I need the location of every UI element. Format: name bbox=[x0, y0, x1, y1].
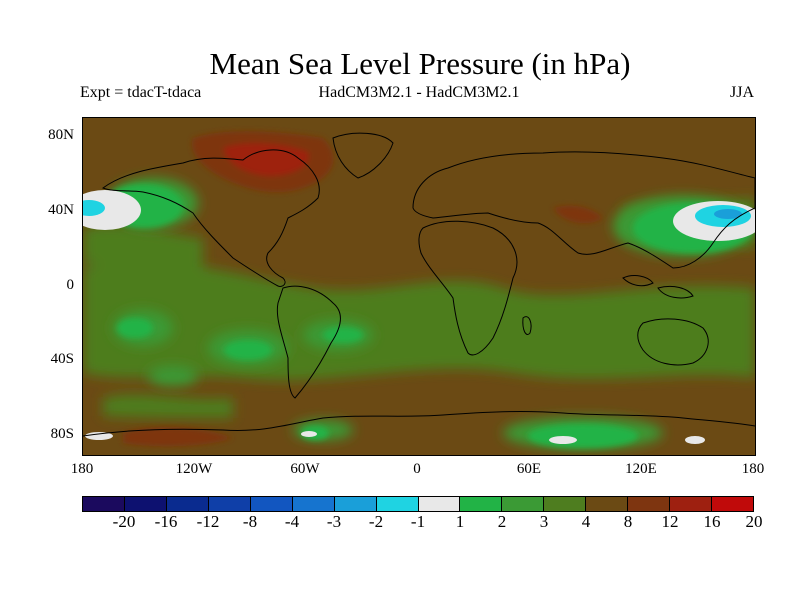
lon-tick-120e: 120E bbox=[625, 461, 657, 477]
colorbar-label: -4 bbox=[284, 512, 300, 531]
colorbar-label: -8 bbox=[242, 512, 258, 531]
field-low-centers bbox=[83, 190, 755, 444]
colorbar-swatch bbox=[460, 497, 503, 511]
coastlines bbox=[83, 132, 755, 437]
colorbar-swatch bbox=[586, 497, 629, 511]
colorbar-label: 2 bbox=[497, 512, 507, 531]
colorbar-swatch bbox=[166, 497, 209, 511]
lat-tick-40n: 40N bbox=[48, 202, 74, 218]
colorbar-swatch bbox=[628, 497, 671, 511]
colorbar-label: 4 bbox=[581, 512, 591, 531]
colorbar-swatch bbox=[670, 497, 713, 511]
colorbar-swatch bbox=[334, 497, 377, 511]
lon-tick-0: 0 bbox=[413, 461, 421, 477]
colorbar-swatch bbox=[292, 497, 335, 511]
colorbar-label: -1 bbox=[410, 512, 426, 531]
colorbar-swatch bbox=[83, 497, 125, 511]
colorbar bbox=[82, 496, 754, 512]
lon-tick-180w: 180 bbox=[70, 461, 94, 477]
experiment-label: Expt = tdacT-tdaca bbox=[80, 84, 202, 101]
model-label: HadCM3M2.1 - HadCM3M2.1 bbox=[318, 84, 520, 101]
colorbar-swatch bbox=[124, 497, 167, 511]
lat-tick-40s: 40S bbox=[50, 351, 74, 367]
colorbar-label: -2 bbox=[368, 512, 384, 531]
pressure-field bbox=[83, 118, 755, 455]
colorbar-label: 12 bbox=[661, 512, 679, 531]
lon-tick-120w: 120W bbox=[175, 461, 213, 477]
colorbar-swatch bbox=[712, 497, 753, 511]
colorbar-swatch bbox=[376, 497, 419, 511]
colorbar-label: -16 bbox=[154, 512, 178, 531]
lon-tick-60w: 60W bbox=[290, 461, 320, 477]
colorbar-swatch bbox=[250, 497, 293, 511]
season-label: JJA bbox=[729, 84, 754, 101]
colorbar-label: 8 bbox=[623, 512, 633, 531]
colorbar-label: 16 bbox=[703, 512, 721, 531]
lat-tick-80s: 80S bbox=[50, 426, 74, 442]
field-high-regions bbox=[123, 131, 603, 447]
colorbar-label: 1 bbox=[455, 512, 465, 531]
lat-tick-0: 0 bbox=[66, 277, 75, 293]
map-title: Mean Sea Level Pressure (in hPa) bbox=[209, 46, 631, 81]
pressure-map bbox=[82, 117, 756, 456]
lat-tick-80n: 80N bbox=[48, 127, 74, 143]
colorbar-swatch bbox=[502, 497, 545, 511]
colorbar-swatch bbox=[418, 497, 461, 511]
lon-tick-60e: 60E bbox=[516, 461, 542, 477]
colorbar-label: -12 bbox=[196, 512, 220, 531]
colorbar-swatch bbox=[208, 497, 251, 511]
lon-tick-180e: 180 bbox=[741, 461, 765, 477]
colorbar-label: 3 bbox=[539, 512, 549, 531]
colorbar-label: -20 bbox=[112, 512, 136, 531]
colorbar-label: 20 bbox=[745, 512, 763, 531]
colorbar-label: -3 bbox=[326, 512, 342, 531]
colorbar-swatch bbox=[544, 497, 587, 511]
